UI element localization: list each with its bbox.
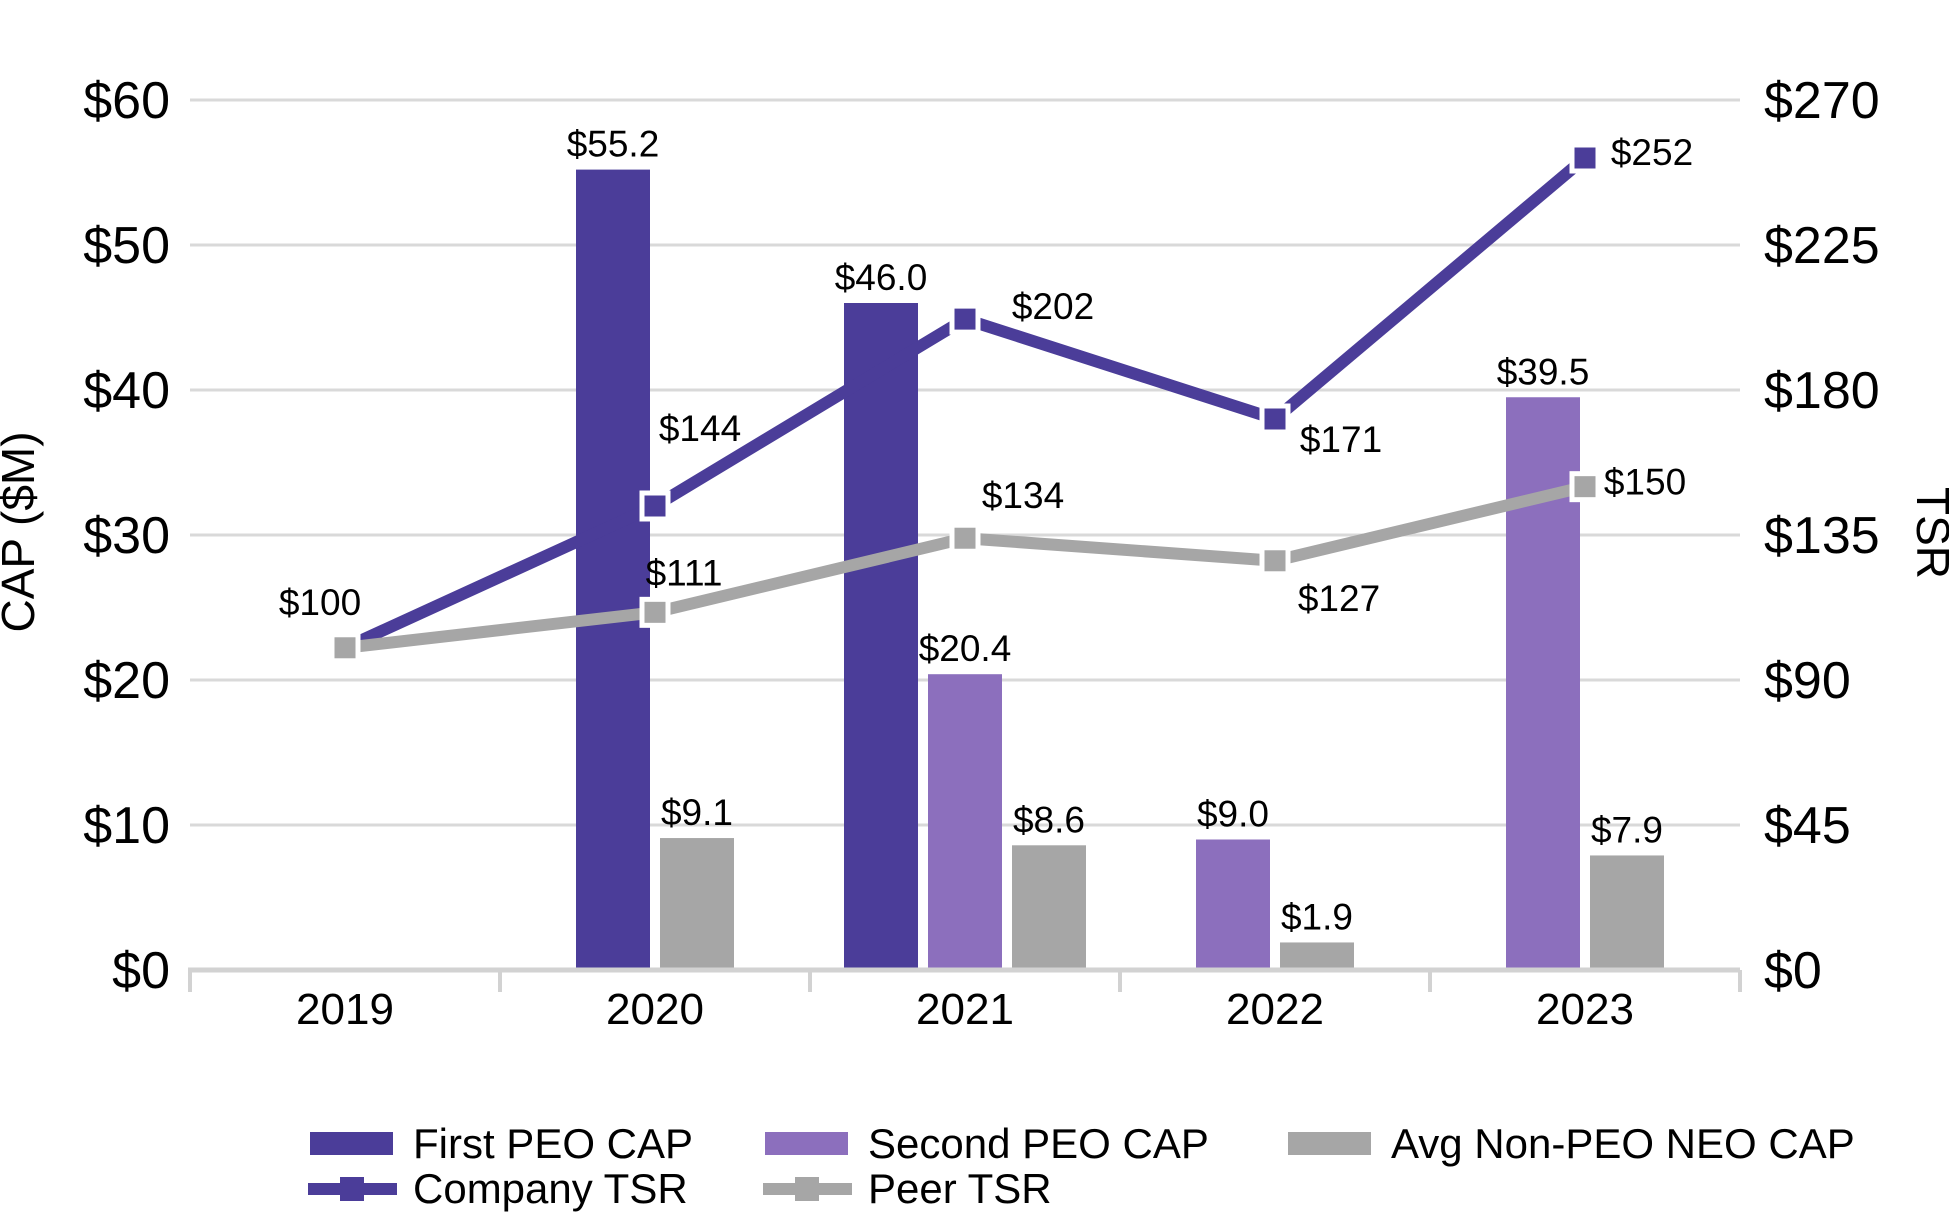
marker-company-tsr-2022 xyxy=(1259,403,1291,435)
legend-item-company-tsr: Company TSR xyxy=(308,1165,688,1212)
legend-label: Peer TSR xyxy=(868,1165,1052,1212)
company-tsr-marker-sample xyxy=(340,1177,364,1201)
legend: First PEO CAP Second PEO CAP Avg Non-PEO… xyxy=(308,1120,1855,1212)
bar-avg-non-peo-neo-cap-2023 xyxy=(1590,855,1664,970)
left-axis-tick-label: $30 xyxy=(83,507,170,565)
line-label-company-tsr-2022: $171 xyxy=(1300,419,1382,460)
data-labels-layer: $55.2 $9.1 $46.0 $20.4 $8.6 $9.0 $1.9 $39.5 $7.9… xyxy=(279,124,1693,938)
line-label-peer-tsr-2023: $150 xyxy=(1604,462,1686,503)
bar-second-peo-cap-2022 xyxy=(1196,839,1270,970)
bar-avg-non-peo-neo-cap-2020 xyxy=(660,838,734,970)
marker-company-tsr-2021 xyxy=(949,303,981,335)
legend-item-peer-tsr: Peer TSR xyxy=(763,1165,1052,1212)
bar-label-first-peo-cap-2021: $46.0 xyxy=(835,257,928,298)
line-label-company-tsr-2023: $252 xyxy=(1611,132,1693,173)
right-axis-tick-label: $135 xyxy=(1764,507,1880,565)
first-peo-cap-swatch xyxy=(310,1132,393,1155)
legend-label: Avg Non-PEO NEO CAP xyxy=(1391,1120,1855,1167)
bar-label-avg-non-peo-neo-cap-2023: $7.9 xyxy=(1591,809,1663,850)
bar-label-second-peo-cap-2022: $9.0 xyxy=(1197,794,1269,835)
right-axis-tick-label: $45 xyxy=(1764,797,1851,855)
bar-first-peo-cap-2021 xyxy=(844,303,918,970)
bar-avg-non-peo-neo-cap-2021 xyxy=(1012,845,1086,970)
lines-layer xyxy=(342,153,1589,654)
bar-second-peo-cap-2021 xyxy=(928,674,1002,970)
right-axis-title: TSR xyxy=(1907,487,1949,579)
legend-label: First PEO CAP xyxy=(413,1120,693,1167)
marker-peer-tsr-2020 xyxy=(639,596,671,628)
legend-label: Company TSR xyxy=(413,1165,688,1212)
right-axis-tick-label: $0 xyxy=(1764,942,1822,1000)
bar-label-second-peo-cap-2023: $39.5 xyxy=(1497,351,1590,392)
line-label-company-tsr-2020: $144 xyxy=(659,408,741,449)
bar-avg-non-peo-neo-cap-2022 xyxy=(1280,942,1354,970)
peer-tsr-marker-sample xyxy=(795,1177,819,1201)
right-axis-tick-label: $180 xyxy=(1764,362,1880,420)
line-company-tsr xyxy=(342,153,1589,654)
markers-layer xyxy=(329,142,1601,664)
bar-label-first-peo-cap-2020: $55.2 xyxy=(567,124,660,165)
bar-second-peo-cap-2023 xyxy=(1506,397,1580,970)
right-axis-tick-label: $225 xyxy=(1764,217,1880,275)
left-axis-title: CAP ($M) xyxy=(0,431,44,632)
marker-peer-tsr-2019 xyxy=(329,632,361,664)
year-label-2023: 2023 xyxy=(1536,985,1634,1034)
avg-non-peo-neo-cap-swatch xyxy=(1288,1132,1371,1155)
legend-item-first-peo-cap: First PEO CAP xyxy=(310,1120,693,1167)
bar-first-peo-cap-2020 xyxy=(576,169,650,971)
year-label-2022: 2022 xyxy=(1226,985,1324,1034)
bars-layer xyxy=(576,169,1664,971)
legend-item-second-peo-cap: Second PEO CAP xyxy=(765,1120,1209,1167)
left-axis-tick-label: $10 xyxy=(83,797,170,855)
left-axis-tick-label: $60 xyxy=(83,72,170,130)
left-axis-tick-label: $40 xyxy=(83,362,170,420)
left-axis-tick-label: $0 xyxy=(112,942,170,1000)
bar-label-avg-non-peo-neo-cap-2020: $9.1 xyxy=(661,792,733,833)
year-label-2020: 2020 xyxy=(606,985,704,1034)
line-label-peer-tsr-2021: $134 xyxy=(982,475,1064,516)
axis-tick-labels-layer: $0 $0 $10 $45 $20 $90 $30 $135 $40 $180 $50 $225 $60… xyxy=(83,72,1879,1034)
line-label-company-tsr-2021: $202 xyxy=(1012,286,1094,327)
marker-company-tsr-2020 xyxy=(639,490,671,522)
legend-item-avg-non-peo-neo-cap: Avg Non-PEO NEO CAP xyxy=(1288,1120,1855,1167)
line-label-company-tsr-2019: $100 xyxy=(279,582,361,623)
line-label-peer-tsr-2022: $127 xyxy=(1298,578,1380,619)
bar-label-avg-non-peo-neo-cap-2022: $1.9 xyxy=(1281,896,1353,937)
bar-label-avg-non-peo-neo-cap-2021: $8.6 xyxy=(1013,799,1085,840)
year-label-2019: 2019 xyxy=(296,985,394,1034)
right-axis-tick-label: $270 xyxy=(1764,72,1880,130)
right-axis-tick-label: $90 xyxy=(1764,652,1851,710)
bar-label-second-peo-cap-2021: $20.4 xyxy=(919,628,1012,669)
line-label-peer-tsr-2020: $111 xyxy=(646,552,723,593)
x-axis-layer xyxy=(188,967,1742,992)
marker-peer-tsr-2023 xyxy=(1569,471,1601,503)
left-axis-tick-label: $20 xyxy=(83,652,170,710)
marker-peer-tsr-2022 xyxy=(1259,545,1291,577)
second-peo-cap-swatch xyxy=(765,1132,848,1155)
marker-peer-tsr-2021 xyxy=(949,522,981,554)
legend-label: Second PEO CAP xyxy=(868,1120,1209,1167)
left-axis-tick-label: $50 xyxy=(83,217,170,275)
year-label-2021: 2021 xyxy=(916,985,1014,1034)
marker-company-tsr-2023 xyxy=(1569,142,1601,174)
